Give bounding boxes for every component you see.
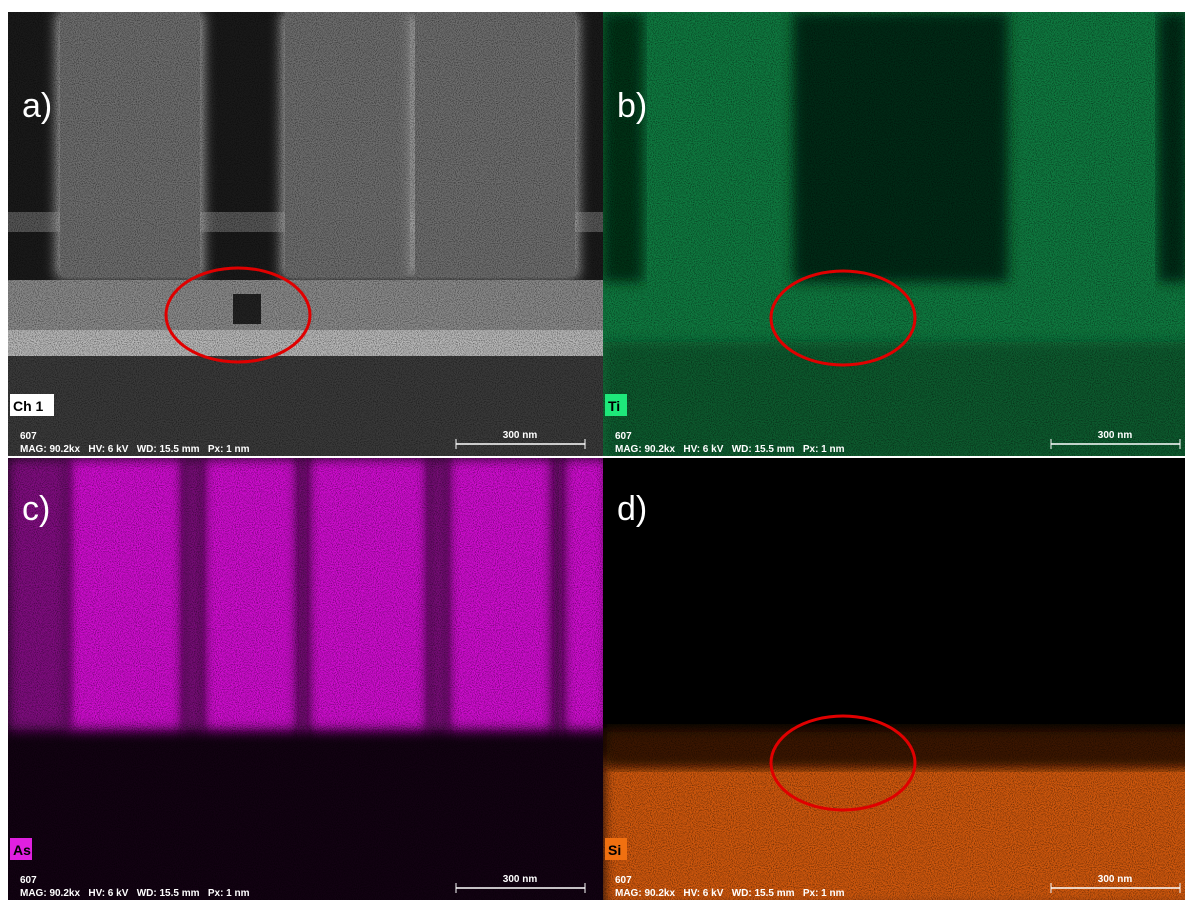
scale-label: 300 nm: [1098, 874, 1133, 885]
image-info: MAG: 90.2kx HV: 6 kV WD: 15.5 mm Px: 1 n…: [615, 888, 845, 899]
image-id: 607: [20, 875, 37, 886]
scale-label: 300 nm: [503, 874, 538, 885]
panel: b) Ti 607 MAG: 90.2kx HV: 6 kV WD: 15.5 mm …: [603, 12, 1185, 462]
noise: [8, 458, 603, 900]
panel-label: d): [617, 490, 647, 528]
image-info: MAG: 90.2kx HV: 6 kV WD: 15.5 mm Px: 1 n…: [20, 444, 250, 455]
channel-tag: Ch 1: [13, 398, 44, 414]
scale-label: 300 nm: [503, 430, 538, 441]
image-info: MAG: 90.2kx HV: 6 kV WD: 15.5 mm Px: 1 n…: [20, 888, 250, 899]
noise: [603, 12, 1185, 456]
channel-tag: Si: [608, 842, 621, 858]
channel-tag: Ti: [608, 398, 620, 414]
noise: [8, 12, 603, 456]
scale-label: 300 nm: [1098, 430, 1133, 441]
channel-tag: As: [13, 842, 31, 858]
image-id: 607: [615, 875, 632, 886]
image-id: 607: [20, 431, 37, 442]
panel-label: c): [22, 490, 50, 528]
panel: d) Si 607 MAG: 90.2kx HV: 6 kV WD: 15.5 mm …: [603, 458, 1185, 900]
noise: [603, 458, 1185, 900]
figure: a) Ch 1 607 MAG: 90.2kx HV: 6 kV WD: 15.5 m…: [0, 0, 1185, 900]
panel: c) As 607 MAG: 90.2kx HV: 6 kV WD: 15.5 mm …: [8, 458, 608, 900]
panel: a) Ch 1 607 MAG: 90.2kx HV: 6 kV WD: 15.5 m…: [8, 12, 608, 466]
panel-label: a): [22, 87, 52, 125]
image-info: MAG: 90.2kx HV: 6 kV WD: 15.5 mm Px: 1 n…: [615, 444, 845, 455]
panel-label: b): [617, 87, 647, 125]
image-id: 607: [615, 431, 632, 442]
